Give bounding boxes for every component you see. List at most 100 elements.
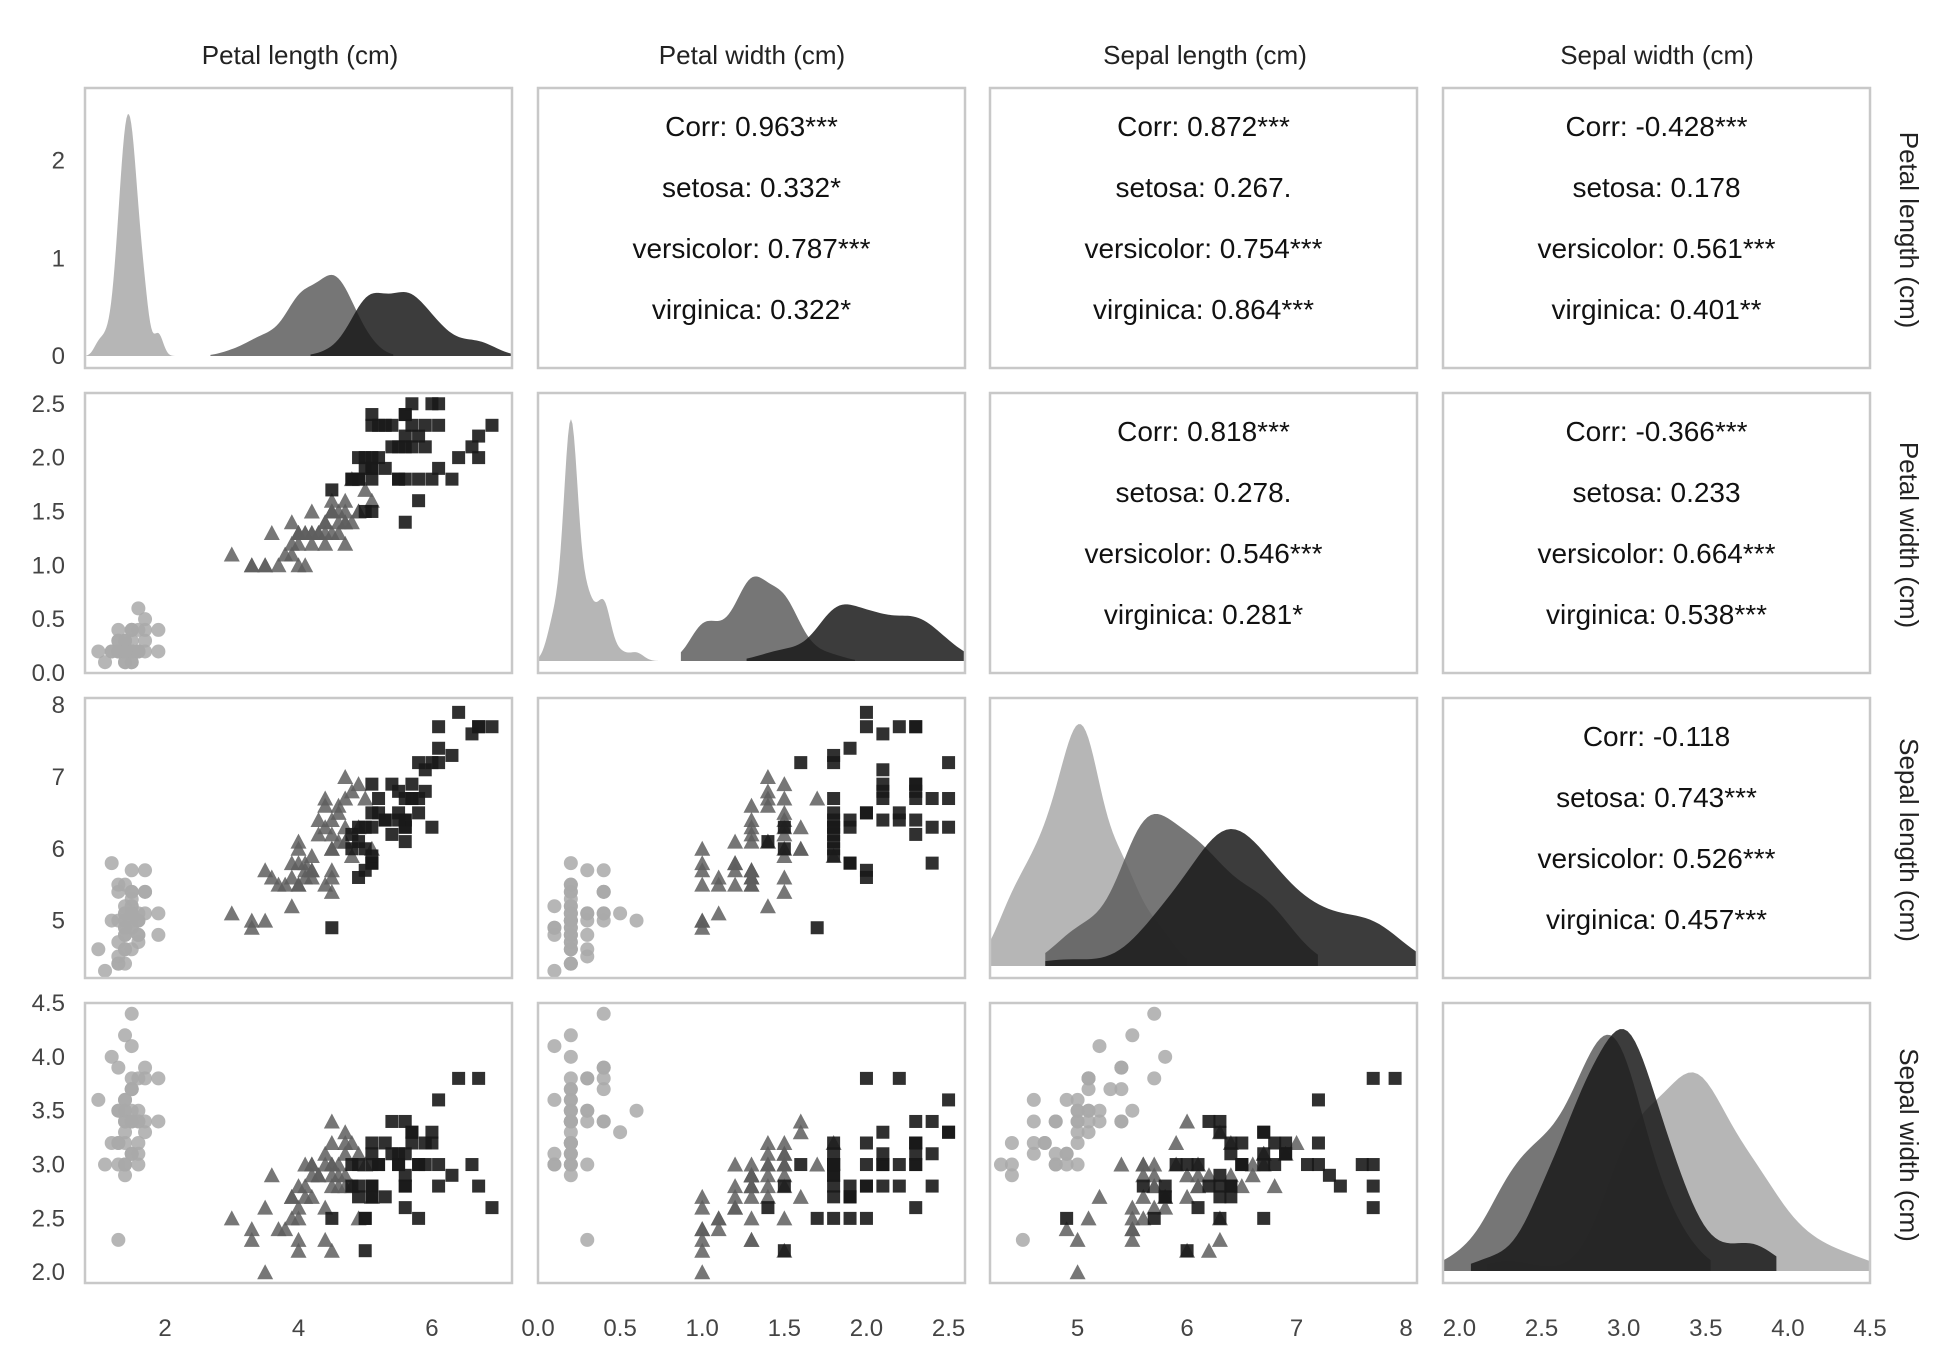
- panel-sepal-length-vs-petal-length: [83, 696, 514, 980]
- point-virginica: [385, 1114, 399, 1128]
- point-virginica: [378, 1136, 392, 1150]
- point-versicolor: [1113, 1156, 1130, 1172]
- point-virginica: [827, 849, 841, 863]
- point-virginica: [1257, 1211, 1271, 1225]
- point-virginica: [892, 1158, 906, 1172]
- point-virginica: [405, 397, 419, 411]
- point-versicolor: [323, 1135, 340, 1150]
- point-setosa: [124, 622, 139, 637]
- point-versicolor: [323, 1242, 340, 1258]
- point-virginica: [365, 408, 379, 422]
- point-virginica: [777, 820, 791, 834]
- point-setosa: [118, 1125, 133, 1140]
- point-versicolor: [283, 1188, 300, 1204]
- point-virginica: [398, 408, 412, 422]
- point-versicolor: [303, 503, 320, 519]
- point-virginica: [1136, 1179, 1150, 1193]
- panel-petal-width-vs-petal-length: [83, 391, 514, 675]
- point-virginica: [1366, 1201, 1380, 1215]
- point-virginica: [352, 1190, 366, 1204]
- point-virginica: [432, 720, 446, 734]
- point-setosa: [98, 963, 113, 978]
- point-virginica: [876, 1147, 890, 1161]
- panels: Corr: 0.963*** setosa: 0.332* versicolor: …: [32, 86, 1887, 1342]
- point-virginica: [1224, 1179, 1238, 1193]
- y-tick-label: 0: [52, 343, 65, 370]
- point-versicolor: [694, 876, 711, 892]
- point-virginica: [1235, 1136, 1249, 1150]
- point-versicolor: [1069, 1264, 1086, 1280]
- corr-line-overall: Corr: 0.818***: [1117, 416, 1290, 447]
- point-virginica: [1366, 1158, 1380, 1172]
- point-versicolor: [317, 514, 334, 530]
- point-virginica: [412, 756, 426, 770]
- point-virginica: [365, 1158, 379, 1172]
- point-virginica: [859, 870, 873, 884]
- point-versicolor: [776, 1156, 793, 1172]
- panel-frame: [83, 391, 514, 675]
- point-virginica: [398, 440, 412, 454]
- point-versicolor: [694, 912, 711, 928]
- point-versicolor: [350, 1145, 367, 1161]
- point-virginica: [843, 741, 857, 755]
- point-versicolor: [759, 1188, 776, 1204]
- point-setosa: [131, 601, 146, 616]
- point-versicolor: [243, 912, 260, 928]
- point-versicolor: [283, 514, 300, 530]
- point-setosa: [563, 942, 578, 957]
- corr-line-setosa: setosa: 0.267.: [1116, 172, 1292, 203]
- point-virginica: [1224, 1147, 1238, 1161]
- point-virginica: [892, 1179, 906, 1193]
- point-setosa: [1026, 1114, 1041, 1129]
- point-virginica: [1279, 1147, 1293, 1161]
- point-versicolor: [317, 1145, 334, 1161]
- point-virginica: [1311, 1158, 1325, 1172]
- panel-sepal-length-vs-petal-width: [536, 696, 967, 980]
- point-setosa: [131, 1136, 146, 1150]
- point-virginica: [1322, 1168, 1336, 1182]
- point-virginica: [1268, 1136, 1282, 1150]
- point-virginica: [859, 1179, 873, 1193]
- point-versicolor: [357, 790, 374, 806]
- panel-frame: [536, 1001, 967, 1285]
- point-versicolor: [270, 876, 287, 892]
- point-versicolor: [1091, 1188, 1108, 1204]
- point-versicolor: [727, 862, 744, 878]
- point-virginica: [942, 1093, 956, 1107]
- point-versicolor: [759, 768, 776, 784]
- point-virginica: [1202, 1179, 1216, 1193]
- point-versicolor: [290, 833, 307, 849]
- point-setosa: [118, 927, 133, 942]
- point-setosa: [118, 1136, 133, 1150]
- point-versicolor: [1124, 1210, 1141, 1226]
- point-virginica: [777, 842, 791, 856]
- x-tick-label: 7: [1290, 1315, 1303, 1342]
- corr-line-overall: Corr: 0.963***: [665, 111, 838, 142]
- point-virginica: [398, 515, 412, 529]
- density-setosa: [85, 114, 180, 356]
- point-setosa: [563, 1049, 578, 1064]
- point-versicolor: [343, 783, 360, 799]
- point-virginica: [358, 461, 372, 475]
- point-setosa: [124, 1082, 139, 1097]
- point-virginica: [432, 1179, 446, 1193]
- point-virginica: [843, 1190, 857, 1204]
- point-virginica: [777, 1244, 791, 1258]
- point-virginica: [843, 820, 857, 834]
- point-versicolor: [223, 1210, 240, 1226]
- point-virginica: [358, 820, 372, 834]
- point-setosa: [131, 906, 146, 921]
- point-setosa: [131, 1103, 146, 1118]
- point-versicolor: [1135, 1156, 1152, 1172]
- point-versicolor: [1135, 1188, 1152, 1204]
- y-axis-ticks: 0 1 2 0.0 0.5 1.0 1.5 2.0 2.5 5 6 7 8 2.0 2.5 3.0 3.5 4.0…: [32, 148, 65, 1287]
- point-virginica: [392, 472, 406, 486]
- point-virginica: [392, 813, 406, 827]
- point-setosa: [1092, 1103, 1107, 1118]
- point-virginica: [1213, 1114, 1227, 1128]
- point-setosa: [563, 1071, 578, 1086]
- point-virginica: [445, 1168, 459, 1182]
- panel-frame: [988, 86, 1419, 370]
- point-versicolor: [1266, 1178, 1283, 1194]
- row-title-sepal-length: Sepal length (cm): [1894, 738, 1924, 942]
